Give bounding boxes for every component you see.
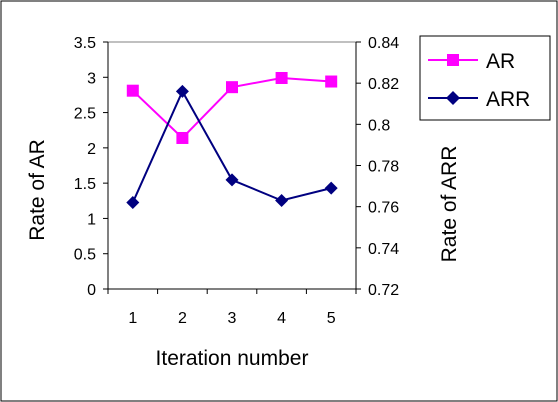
series-arr-point (175, 84, 189, 98)
right-tick-label: 0.8 (368, 117, 390, 134)
series-arr-point (275, 193, 289, 207)
legend-arr-label: ARR (486, 88, 530, 111)
right-tick-label: 0.76 (368, 200, 399, 217)
left-tick-label: 3 (87, 70, 96, 87)
left-tick-label: 2 (87, 141, 96, 158)
series-layer (126, 71, 338, 210)
legend-box (419, 35, 551, 121)
series-ar-point (275, 71, 288, 84)
right-y-axis: 0.72 0.74 0.76 0.78 0.8 0.82 0.84 (355, 35, 399, 299)
right-tick-label: 0.74 (368, 241, 399, 258)
left-tick-label: 2.5 (74, 106, 96, 123)
right-tick-label: 0.72 (368, 282, 399, 299)
left-tick-label: 0.5 (74, 247, 96, 264)
x-tick-label: 2 (178, 310, 187, 327)
left-tick-label: 3.5 (74, 35, 96, 52)
left-y-axis: 0 0.5 1 1.5 2 2.5 3 3.5 (74, 35, 109, 299)
left-tick-label: 1 (87, 211, 96, 228)
legend: AR ARR (419, 35, 551, 121)
right-tick-label: 0.82 (368, 76, 399, 93)
legend-ar-marker (447, 54, 459, 66)
right-tick-label: 0.84 (368, 35, 399, 52)
series-ar-point (325, 75, 338, 88)
left-tick-label: 0 (87, 282, 96, 299)
series-arr-point (126, 196, 140, 210)
plot-area (107, 41, 357, 290)
right-tick-label: 0.78 (368, 159, 399, 176)
right-axis-title: Rate of ARR (438, 146, 461, 263)
series-ar-point (176, 131, 189, 144)
series-ar-point (126, 84, 139, 97)
left-tick-label: 1.5 (74, 176, 96, 193)
series-arr-point (225, 173, 239, 187)
x-tick-label: 3 (228, 310, 237, 327)
x-axis-title: Iteration number (156, 347, 309, 370)
x-tick-label: 1 (128, 310, 137, 327)
x-tick-label: 5 (327, 310, 336, 327)
x-tick-label: 4 (277, 310, 286, 327)
left-axis-title: Rate of AR (26, 139, 49, 241)
x-axis: 1 2 3 4 5 (107, 288, 357, 327)
legend-ar-label: AR (486, 50, 515, 73)
legend-arr-marker (446, 91, 460, 105)
series-ar-point (226, 81, 238, 94)
series-arr-point (324, 181, 338, 195)
